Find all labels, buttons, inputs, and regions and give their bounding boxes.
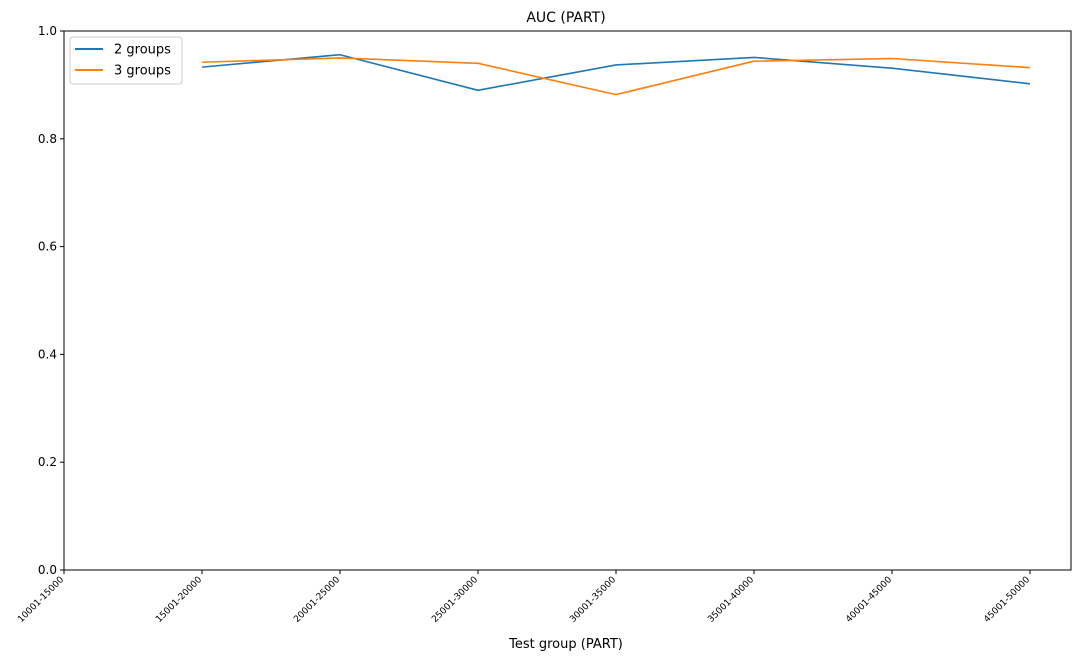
series-layer [201,53,1031,96]
x-axis-label: Test group (PART) [508,637,623,652]
legend-label-1: 2 groups [114,43,171,58]
series-line-1 [201,53,1031,92]
y-tick-label: 0.4 [38,347,57,361]
y-axis: 0.0 0.2 0.4 0.6 0.8 1.0 [38,24,64,577]
y-tick-label: 0.6 [38,240,57,254]
plot-frame [63,30,1072,571]
series-line-2 [201,57,1031,96]
chart-title: AUC (PART) [526,10,605,26]
legend-label-2: 3 groups [114,64,171,79]
y-tick-label: 1.0 [38,24,57,38]
y-tick-label: 0.0 [38,563,57,577]
y-tick-label: 0.8 [38,132,57,146]
y-tick-label: 0.2 [38,455,57,469]
legend: 2 groups 3 groups [69,36,183,85]
